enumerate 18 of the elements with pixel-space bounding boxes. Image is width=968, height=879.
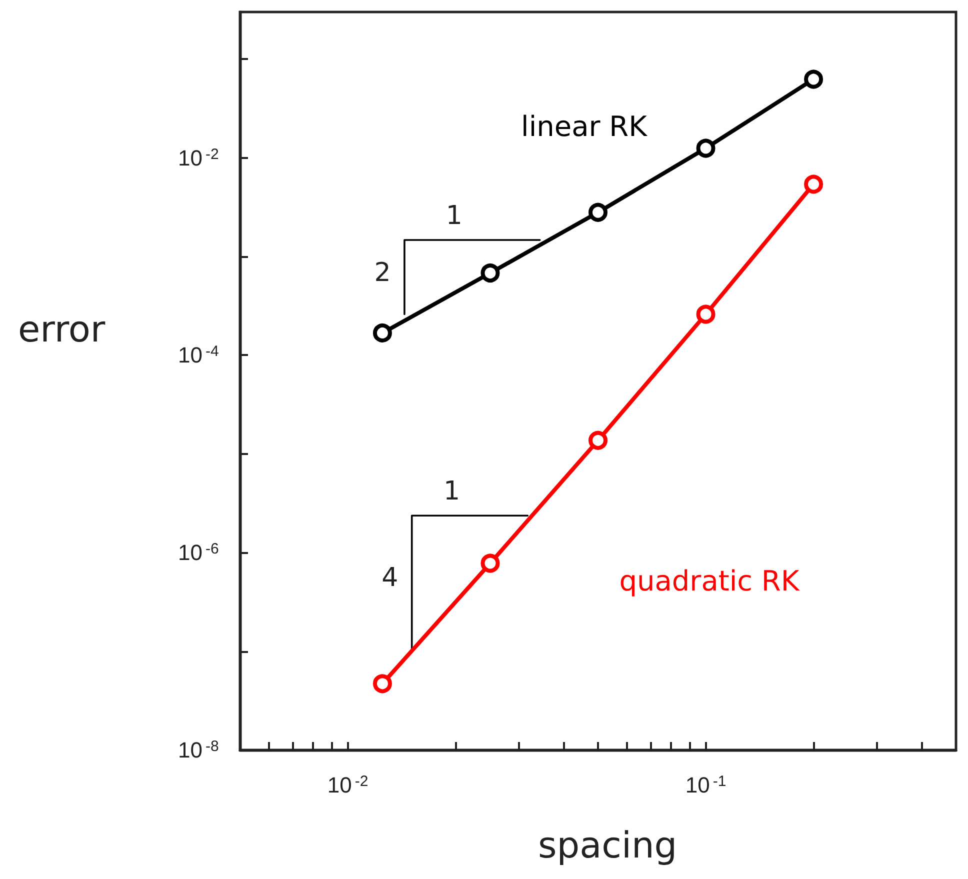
annotation: 4 xyxy=(382,563,398,594)
point xyxy=(480,554,500,573)
point xyxy=(588,430,608,450)
series-label: linear RK xyxy=(521,110,648,143)
point xyxy=(588,202,608,222)
point xyxy=(372,674,392,694)
x-axis-title: spacing xyxy=(538,826,678,866)
y-axis-title: error xyxy=(18,310,106,350)
annotation: 2 xyxy=(374,258,391,288)
point xyxy=(696,138,716,158)
text: quadratic RK xyxy=(619,564,800,598)
annotation: 1 xyxy=(446,200,462,231)
point xyxy=(804,174,824,194)
point xyxy=(480,264,500,283)
point xyxy=(804,70,824,89)
point xyxy=(372,323,392,342)
annotation: 1 xyxy=(443,476,460,507)
point xyxy=(696,304,716,324)
